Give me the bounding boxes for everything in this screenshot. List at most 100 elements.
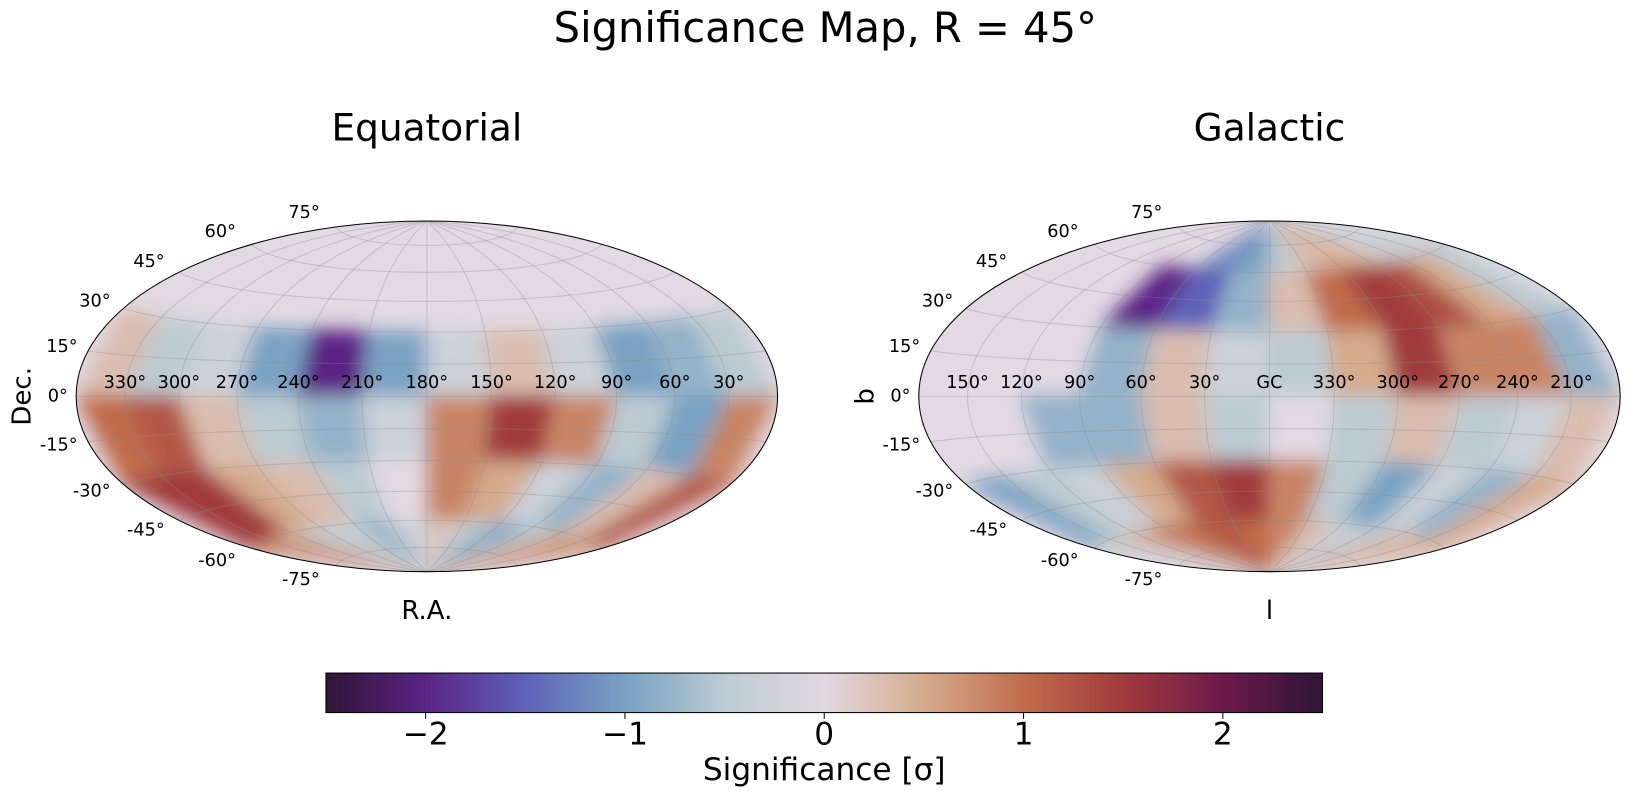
colorbar (325, 672, 1324, 714)
significance-cell (1230, 519, 1271, 573)
significance-cell (1158, 522, 1271, 573)
x-tick-label: 90° (601, 373, 632, 393)
grid-line (361, 220, 428, 573)
grid-line (1020, 220, 1270, 573)
y-tick-label: -45° (970, 521, 1008, 541)
grid-line (88, 428, 766, 443)
significance-cell (1193, 519, 1271, 573)
figure-title: Significance Map, R = 45° (554, 3, 1097, 52)
significance-cell (426, 525, 563, 573)
x-tick-label: 150° (470, 373, 513, 393)
y-tick-label: -75° (1125, 570, 1163, 590)
x-axis-label: l (1266, 596, 1273, 626)
grid-line (1140, 220, 1270, 573)
x-tick-label: 60° (659, 373, 690, 393)
grid-line (335, 546, 519, 567)
grid-line (426, 220, 618, 573)
grid-line (1093, 519, 1446, 549)
y-tick-label: -15° (40, 435, 78, 455)
grid-line (1178, 226, 1361, 246)
y-tick-label: 30° (79, 291, 110, 311)
grid-line (335, 226, 519, 246)
grid-line (1079, 220, 1270, 573)
significance-cell (316, 522, 428, 573)
colorbar-tick-label: 0 (814, 716, 834, 752)
y-tick-label: -15° (883, 435, 921, 455)
y-tick-label: 60° (1047, 222, 1078, 242)
x-tick-label: 270° (216, 373, 259, 393)
grid-line (965, 460, 1574, 485)
significance-cell (426, 538, 605, 573)
x-tick-label: 90° (1064, 373, 1095, 393)
x-tick-label: 270° (1438, 373, 1481, 393)
y-tick-label: -30° (916, 481, 954, 501)
grid-line (965, 308, 1574, 333)
subplot-title: Galactic (1194, 106, 1346, 150)
significance-cell (350, 519, 428, 573)
x-tick-label: 30° (1189, 373, 1220, 393)
grid-line (1021, 490, 1518, 521)
y-axis-label: Dec. (8, 367, 38, 426)
x-tick-label: 120° (1000, 373, 1043, 393)
y-tick-label: -45° (127, 521, 165, 541)
x-tick-label: 210° (1550, 373, 1593, 393)
map-border (75, 220, 779, 573)
map-cells (76, 307, 778, 573)
x-tick-label: 150° (946, 373, 989, 393)
significance-cell (1133, 525, 1270, 573)
y-tick-label: 0° (890, 386, 910, 406)
x-tick-label: 300° (158, 373, 201, 393)
x-tick-label: 30° (713, 373, 744, 393)
grid-line (1269, 220, 1460, 573)
grid-line (1204, 220, 1270, 573)
grid-line (1269, 220, 1518, 573)
grid-line (122, 460, 731, 485)
y-tick-label: 45° (133, 252, 164, 272)
grid-line (930, 350, 1609, 365)
x-tick-label: 180° (406, 373, 449, 393)
x-tick-label: 210° (341, 373, 384, 393)
colorbar-tick-label: 2 (1213, 716, 1233, 752)
y-tick-label: 15° (46, 337, 77, 357)
colorbar-label: Significance [σ] (703, 752, 946, 788)
x-tick-label: GC (1256, 373, 1282, 393)
grid-line (251, 244, 603, 273)
grid-line (251, 519, 603, 549)
grid-line (1093, 244, 1446, 273)
grid-line (88, 350, 766, 365)
significance-cell (387, 519, 428, 573)
grid-line (967, 220, 1270, 573)
subplot-title: Equatorial (331, 106, 522, 150)
x-tick-label: 330° (104, 373, 147, 393)
significance-cell (290, 525, 428, 573)
significance-cell (1269, 538, 1448, 573)
y-tick-label: 75° (1131, 203, 1162, 223)
grid-line (1269, 220, 1335, 573)
grid-line (1269, 220, 1399, 573)
y-tick-label: 45° (976, 252, 1007, 272)
grid-line (124, 220, 427, 573)
colorbar-tick-label: −2 (403, 716, 449, 752)
x-tick-label: 60° (1125, 373, 1156, 393)
map-clip (76, 307, 778, 573)
grid-line (426, 220, 730, 573)
colorbar-tick-label: −1 (602, 716, 648, 752)
grid-line (236, 220, 427, 573)
y-tick-label: 0° (48, 386, 68, 406)
y-tick-label: -30° (73, 481, 111, 501)
grid-line (426, 220, 676, 573)
grid-line (297, 220, 428, 573)
y-tick-label: 15° (889, 337, 920, 357)
x-axis-label: R.A. (401, 596, 452, 626)
x-tick-label: 330° (1313, 373, 1356, 393)
grid-line (930, 428, 1609, 443)
grid-line (178, 271, 676, 302)
y-axis-label: b (850, 388, 880, 405)
grid-line (1178, 546, 1361, 567)
y-tick-label: 30° (922, 291, 953, 311)
grid-line (426, 220, 556, 573)
map-clip (962, 220, 1621, 573)
map-cells (962, 220, 1621, 573)
